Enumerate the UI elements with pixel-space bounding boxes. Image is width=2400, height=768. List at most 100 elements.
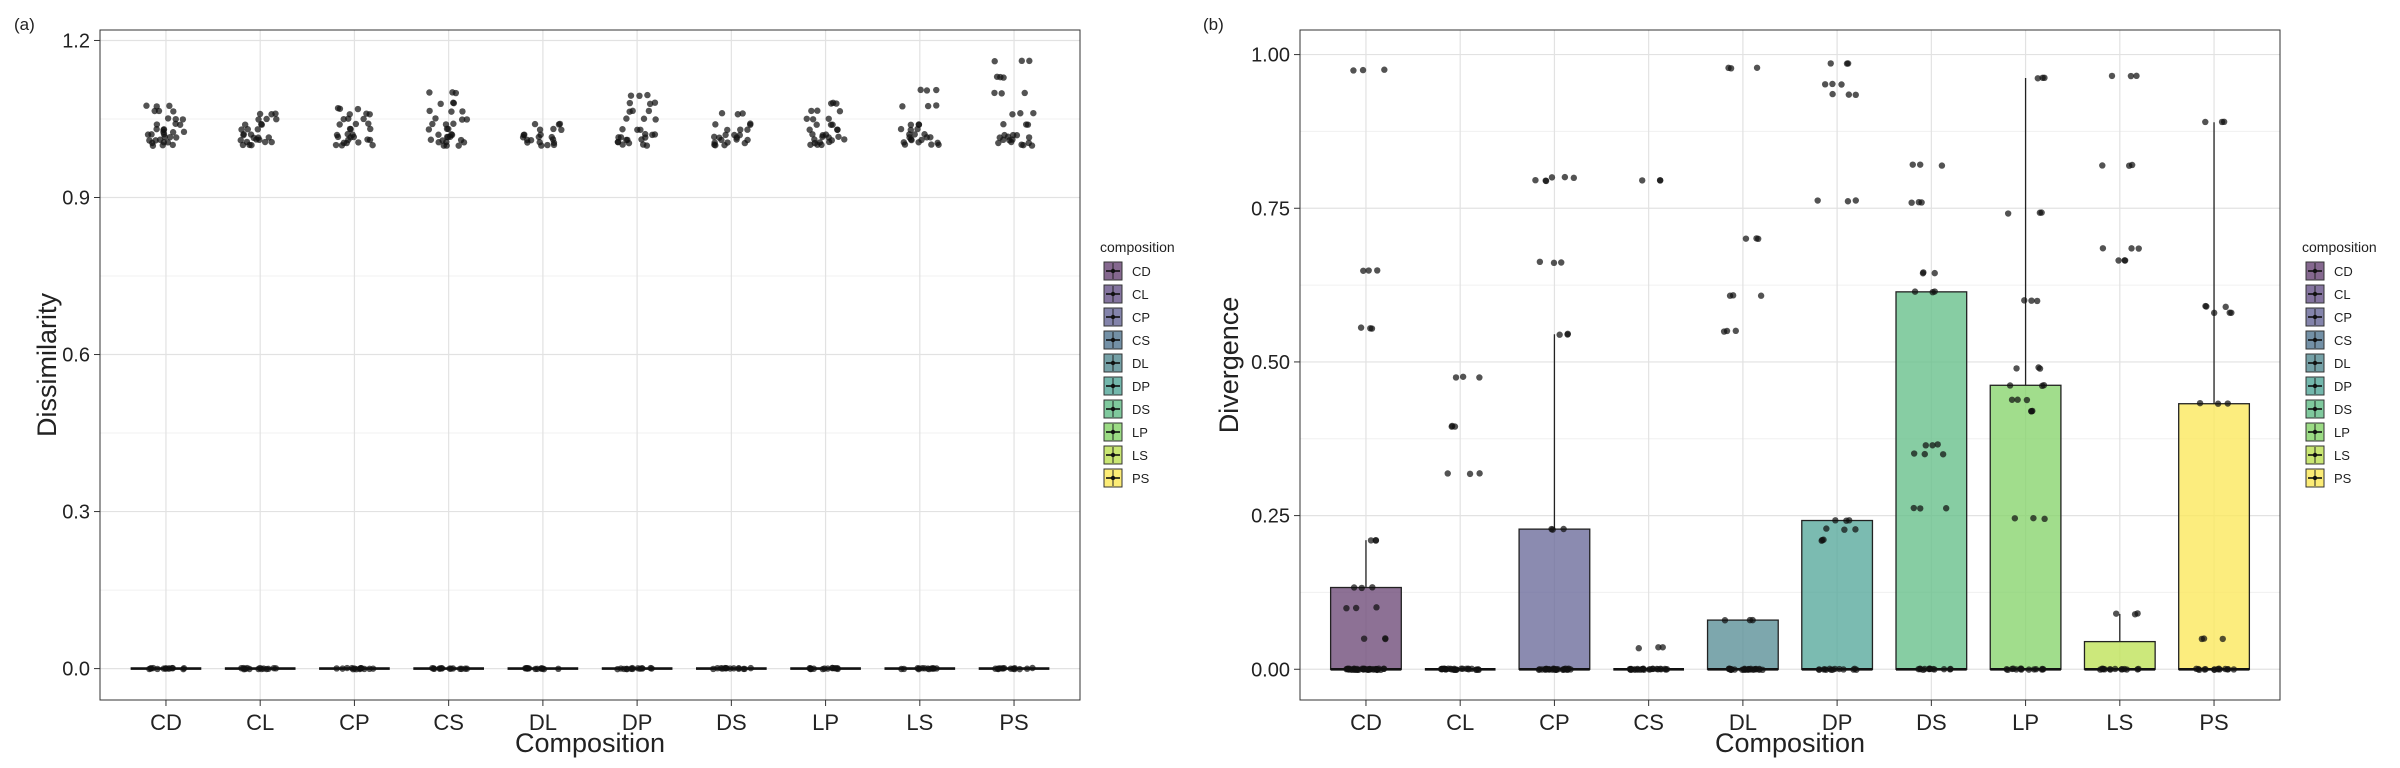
data-point	[1357, 324, 1365, 331]
data-point	[626, 99, 634, 107]
data-point	[255, 134, 262, 141]
data-point	[1827, 60, 1834, 67]
data-point	[1001, 131, 1008, 139]
data-point	[1917, 505, 1924, 512]
data-point	[555, 121, 563, 128]
data-point	[153, 121, 161, 128]
data-point	[2108, 72, 2116, 80]
data-point	[898, 665, 905, 673]
data-point	[180, 128, 188, 136]
x-tick-label: DL	[529, 710, 557, 735]
data-point	[243, 138, 251, 146]
legend-key-point	[2312, 360, 2318, 366]
legend-label: LP	[1132, 425, 1148, 440]
legend-key-point	[2312, 429, 2318, 435]
data-point	[1468, 665, 1475, 673]
data-point	[897, 125, 905, 133]
data-point	[1021, 89, 1028, 97]
data-point	[1022, 121, 1030, 128]
data-point	[160, 126, 168, 133]
box-body-lp	[1989, 384, 2062, 670]
data-point	[427, 136, 435, 143]
data-point	[2224, 666, 2231, 673]
data-point	[336, 105, 344, 112]
panel-b-points	[1343, 60, 2237, 674]
data-point	[712, 121, 719, 128]
data-point	[1358, 584, 1365, 592]
data-point	[458, 665, 465, 673]
data-point	[1922, 442, 1929, 449]
data-point	[2023, 396, 2031, 404]
data-point	[1382, 635, 1389, 642]
box-body-dl	[1706, 619, 1779, 670]
data-point	[933, 86, 940, 94]
data-point	[426, 89, 433, 96]
data-point	[710, 133, 718, 141]
data-point	[1938, 162, 1946, 169]
data-point	[911, 131, 918, 138]
x-tick-label: DL	[1729, 710, 1757, 735]
data-point	[2200, 635, 2208, 642]
x-tick-label: CS	[1633, 710, 1664, 735]
data-point	[1931, 269, 1938, 277]
data-point	[367, 125, 374, 133]
data-point	[2115, 257, 2122, 264]
panel-b-label: (b)	[1203, 15, 1224, 34]
data-point	[744, 126, 751, 133]
data-point	[1373, 604, 1380, 611]
data-point	[344, 130, 351, 138]
x-tick-label: CL	[246, 710, 274, 735]
legend-key-point	[1110, 291, 1116, 297]
data-point	[1017, 110, 1024, 117]
data-point	[991, 89, 998, 97]
data-point	[458, 116, 466, 123]
data-point	[429, 120, 436, 128]
data-point	[1013, 132, 1021, 139]
panel-a-label: (a)	[14, 15, 35, 34]
legend-label: CD	[2334, 264, 2353, 279]
data-point	[1727, 65, 1735, 72]
data-point	[1359, 66, 1367, 74]
data-point	[2106, 666, 2114, 673]
data-point	[2032, 666, 2040, 673]
x-tick-label: DP	[622, 710, 653, 735]
data-point	[438, 665, 446, 672]
data-point	[1918, 199, 1925, 206]
data-point	[721, 664, 729, 672]
legend-key-point	[2312, 452, 2318, 458]
legend-key-point	[2312, 383, 2318, 389]
data-point	[450, 99, 458, 107]
data-point	[1016, 665, 1023, 673]
panel-a-legend: composition CD CL CP CS DL DP DS LP LS PS	[1100, 239, 1175, 488]
data-point	[714, 664, 721, 672]
data-point	[449, 665, 457, 672]
data-point	[261, 138, 269, 146]
data-point	[2218, 118, 2226, 126]
data-point	[2123, 666, 2131, 673]
data-point	[548, 133, 555, 141]
data-point	[1838, 81, 1845, 88]
data-point	[1350, 584, 1358, 591]
data-point	[144, 131, 152, 138]
data-point	[2230, 666, 2237, 673]
data-point	[172, 115, 179, 123]
panel-a-points	[143, 57, 1037, 673]
data-point	[1742, 235, 1750, 242]
data-point	[1723, 327, 1731, 335]
data-point	[1561, 173, 1569, 181]
data-point	[1946, 666, 1954, 673]
x-tick-label: LP	[2012, 710, 2039, 735]
data-point	[2214, 400, 2222, 407]
data-point	[2099, 162, 2106, 169]
legend-key-point	[1110, 452, 1116, 458]
data-point	[928, 141, 935, 148]
data-point	[1475, 666, 1482, 673]
data-point	[1845, 91, 1853, 98]
data-point	[626, 108, 633, 115]
data-point	[1844, 60, 1852, 67]
x-tick-label: LP	[812, 710, 839, 735]
data-point	[336, 121, 343, 128]
data-point	[2004, 210, 2012, 217]
data-point	[1452, 374, 1460, 381]
